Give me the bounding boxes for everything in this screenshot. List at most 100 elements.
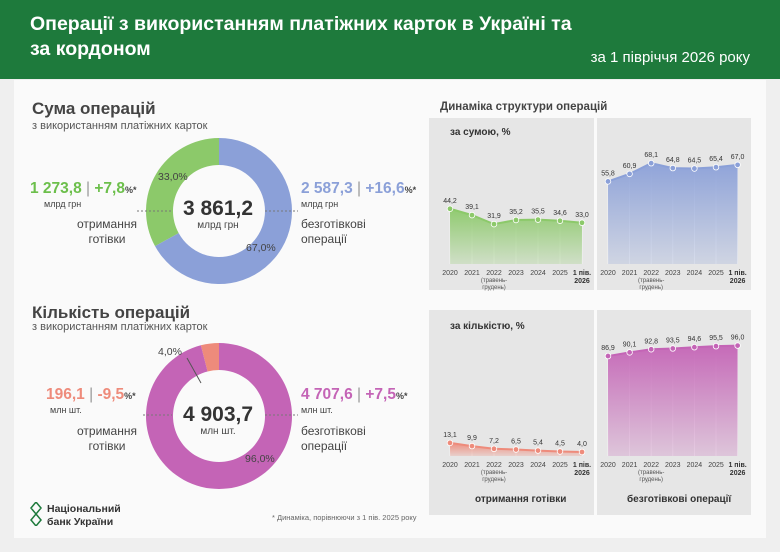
sum-cashless-data-label: 67,0 (731, 154, 745, 161)
count-cashless-x-tick: 2021 (622, 462, 638, 469)
count-cashless-point (712, 342, 720, 350)
count-cash-change: -9,5 (97, 386, 125, 403)
count-cash-unit: млн шт. (50, 405, 82, 415)
count-cash-x-tick-last: 1 пів. (573, 461, 591, 469)
sum-cashless-desc-line2: операції (301, 232, 348, 246)
sum-cash-change: +7,8 (94, 180, 125, 197)
sum-cashless-area (608, 163, 738, 264)
count-cashless-area (608, 345, 738, 456)
by-sum-label: за сумою, % (450, 127, 511, 138)
count-cash-x-tick: 2025 (552, 462, 568, 469)
count-cash-x-note: (травень- (481, 470, 507, 476)
sum-cashless-x-note: (травень- (638, 278, 664, 284)
sum-cash-data-label: 44,2 (443, 198, 457, 205)
count-cash-point (490, 445, 498, 452)
count-cash-data-label: 9,9 (467, 435, 477, 442)
count-cashless-point (604, 352, 612, 360)
count-cash-change-unit: %* (124, 391, 136, 401)
count-cashless-desc: безготівкові операції (301, 424, 366, 454)
count-cashless-point (648, 346, 655, 353)
count-cashless-x-tick: 2024 (687, 462, 703, 469)
count-cash-x-tick: 2021 (464, 462, 480, 469)
count-cashless-data-label: 95,5 (709, 335, 723, 342)
sum-cashless-x-tick: 2021 (622, 270, 638, 277)
count-donut-cashless-slice (145, 343, 292, 490)
sum-cash-point (490, 220, 498, 228)
count-cashless-data-label: 90,1 (623, 341, 637, 348)
count-cash-point (578, 448, 586, 456)
sum-cash-data-label: 31,9 (487, 213, 501, 220)
sum-donut-cash-slice (146, 138, 219, 247)
count-cash-data-label: 6,5 (511, 439, 521, 446)
count-donut-cash-slice (200, 343, 219, 372)
count-section-title: Кількість операцій (32, 303, 191, 322)
sum-cashless-point (604, 178, 612, 185)
count-cashless-x-note: (травень- (638, 470, 664, 476)
sum-cash-point (578, 219, 586, 226)
count-cashless-change: +7,5 (365, 386, 396, 403)
count-small-slice-pointer (186, 357, 202, 384)
sum-cashless-point (691, 165, 698, 172)
count-cash-point (556, 448, 564, 455)
sum-cashless-data-label: 68,1 (644, 152, 658, 159)
count-cashless-data-label: 92,8 (644, 338, 658, 345)
sum-cash-figure: 1 273,8 | +7,8%* (30, 180, 137, 198)
sum-cash-point (556, 217, 564, 224)
count-cash-x-tick-last-year: 2026 (574, 470, 590, 477)
count-cash-point (468, 442, 476, 450)
sum-cashless-x-tick: 2022 (643, 270, 659, 277)
count-cash-x-tick: 2023 (508, 462, 524, 469)
sum-cash-share: 33,0% (158, 171, 188, 183)
sum-cashless-desc-line1: безготівкові (301, 217, 366, 231)
count-cashless-value: 4 707,6 (301, 386, 353, 403)
sum-cash-area (450, 208, 582, 264)
count-cashless-unit: млн шт. (301, 405, 333, 415)
sum-total-value: 3 861,2 (182, 197, 254, 220)
count-cashless-data-label: 93,5 (666, 337, 680, 344)
count-cashless-x-tick: 2025 (708, 462, 724, 469)
count-cashless-data-label: 86,9 (601, 345, 615, 352)
nbu-logo-text: Національний банк України (47, 503, 121, 529)
count-cashless-x-note: грудень) (639, 477, 663, 483)
count-cashless-point (734, 342, 741, 349)
sum-cashless-x-tick: 2024 (687, 270, 703, 277)
sum-donut (146, 138, 292, 284)
count-cash-point (534, 447, 542, 454)
sum-cash-point (534, 216, 542, 223)
count-cash-panel-bg (429, 310, 594, 515)
sum-cash-x-tick-last: 1 пів. (573, 269, 591, 277)
count-cashless-data-label: 96,0 (731, 335, 745, 342)
count-cashless-change-unit: %* (395, 391, 408, 401)
sum-cash-x-note: (травень- (481, 278, 507, 284)
count-cash-x-tick: 2024 (530, 462, 546, 469)
count-cashless-figure: 4 707,6 | +7,5%* (301, 386, 408, 404)
count-cash-value: 196,1 (46, 386, 85, 403)
sum-cash-x-tick: 2020 (442, 270, 458, 277)
count-cash-x-note: грудень) (482, 477, 506, 483)
sum-cash-x-note: грудень) (482, 285, 506, 291)
nbu-logo-icon (30, 502, 42, 526)
sum-cash-point (468, 211, 476, 219)
sum-cashless-x-tick: 2023 (665, 270, 681, 277)
sum-cash-desc-line1: отримання (77, 217, 137, 231)
count-cash-x-tick: 2020 (442, 462, 458, 469)
count-cashless-x-tick: 2020 (600, 462, 616, 469)
sum-cashless-data-label: 65,4 (709, 156, 723, 163)
sum-cashless-point (734, 161, 741, 169)
cashless-column-label: безготівкові операції (627, 494, 732, 505)
sum-cash-x-tick: 2024 (530, 270, 546, 277)
sum-cash-unit: млрд грн (44, 199, 82, 209)
sum-cashless-point (712, 164, 720, 171)
count-cashless-point (626, 349, 633, 356)
sum-cash-separator: | (86, 180, 91, 197)
sum-cashless-share: 67,0% (246, 242, 276, 254)
sum-cashless-data-label: 64,8 (666, 157, 680, 164)
count-cash-area (450, 442, 582, 456)
sum-cashless-change: +16,6 (365, 180, 405, 197)
sum-cashless-data-label: 64,5 (688, 158, 702, 165)
sum-cash-data-label: 35,5 (531, 209, 545, 216)
sum-cashless-unit: млрд грн (301, 199, 339, 209)
footnote: * Динаміка, порівнюючи з 1 пів. 2025 рок… (272, 513, 417, 522)
sum-donut-cashless-slice (155, 138, 292, 284)
